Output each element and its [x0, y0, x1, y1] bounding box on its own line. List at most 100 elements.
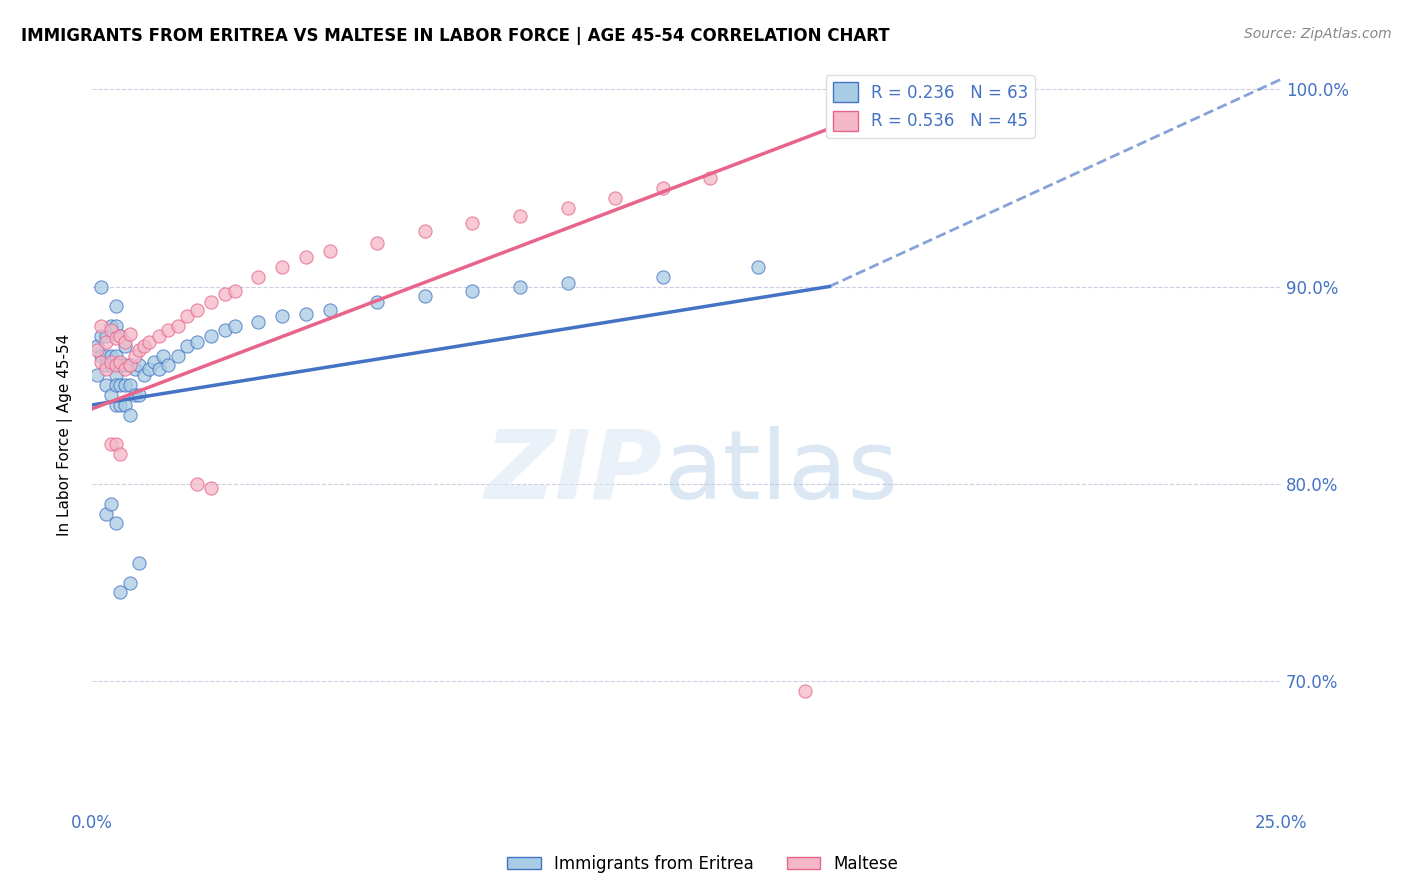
Point	[104, 398, 127, 412]
Point	[200, 295, 222, 310]
Point	[100, 318, 122, 333]
Point	[603, 191, 626, 205]
Legend: R = 0.236   N = 63, R = 0.536   N = 45: R = 0.236 N = 63, R = 0.536 N = 45	[825, 76, 1035, 137]
Point	[86, 339, 108, 353]
Point	[319, 303, 342, 318]
Point	[214, 323, 236, 337]
Point	[100, 388, 122, 402]
Point	[86, 368, 108, 383]
Point	[114, 339, 136, 353]
Point	[128, 359, 150, 373]
Point	[200, 481, 222, 495]
Point	[295, 250, 318, 264]
Point	[104, 378, 127, 392]
Point	[100, 354, 122, 368]
Point	[118, 575, 141, 590]
Point	[114, 362, 136, 376]
Point	[118, 359, 141, 373]
Point	[247, 269, 270, 284]
Point	[319, 244, 342, 258]
Point	[114, 359, 136, 373]
Point	[366, 295, 388, 310]
Point	[138, 362, 160, 376]
Point	[100, 497, 122, 511]
Point	[295, 307, 318, 321]
Point	[413, 289, 436, 303]
Point	[651, 269, 673, 284]
Point	[118, 359, 141, 373]
Legend: Immigrants from Eritrea, Maltese: Immigrants from Eritrea, Maltese	[501, 848, 905, 880]
Point	[110, 447, 132, 461]
Point	[110, 398, 132, 412]
Point	[104, 299, 127, 313]
Y-axis label: In Labor Force | Age 45-54: In Labor Force | Age 45-54	[58, 334, 73, 536]
Point	[134, 368, 156, 383]
Point	[100, 323, 122, 337]
Point	[118, 378, 141, 392]
Point	[557, 201, 579, 215]
Text: ZIP: ZIP	[485, 425, 662, 518]
Point	[124, 349, 146, 363]
Point	[166, 349, 188, 363]
Point	[142, 354, 165, 368]
Point	[100, 349, 122, 363]
Point	[128, 388, 150, 402]
Point	[148, 362, 170, 376]
Point	[509, 279, 531, 293]
Point	[366, 236, 388, 251]
Point	[110, 354, 132, 368]
Point	[214, 287, 236, 301]
Point	[114, 334, 136, 349]
Point	[104, 359, 127, 373]
Point	[90, 354, 112, 368]
Point	[794, 684, 817, 698]
Point	[271, 260, 294, 274]
Point	[96, 362, 118, 376]
Point	[90, 349, 112, 363]
Point	[509, 209, 531, 223]
Point	[747, 260, 769, 274]
Point	[110, 329, 132, 343]
Point	[90, 329, 112, 343]
Point	[90, 279, 112, 293]
Point	[96, 329, 118, 343]
Point	[114, 398, 136, 412]
Point	[104, 331, 127, 345]
Point	[176, 309, 198, 323]
Point	[110, 585, 132, 599]
Point	[114, 378, 136, 392]
Point	[104, 349, 127, 363]
Point	[124, 362, 146, 376]
Point	[128, 556, 150, 570]
Point	[138, 334, 160, 349]
Point	[271, 309, 294, 323]
Point	[96, 334, 118, 349]
Point	[166, 318, 188, 333]
Point	[104, 318, 127, 333]
Point	[118, 326, 141, 341]
Point	[96, 359, 118, 373]
Point	[224, 318, 246, 333]
Point	[176, 339, 198, 353]
Point	[104, 368, 127, 383]
Point	[200, 329, 222, 343]
Point	[557, 276, 579, 290]
Point	[157, 323, 180, 337]
Point	[96, 349, 118, 363]
Point	[461, 216, 484, 230]
Point	[157, 359, 180, 373]
Point	[651, 181, 673, 195]
Text: Source: ZipAtlas.com: Source: ZipAtlas.com	[1244, 27, 1392, 41]
Point	[148, 329, 170, 343]
Point	[110, 359, 132, 373]
Point	[699, 171, 721, 186]
Point	[86, 343, 108, 357]
Point	[90, 318, 112, 333]
Point	[224, 284, 246, 298]
Point	[186, 334, 208, 349]
Point	[104, 516, 127, 531]
Text: atlas: atlas	[662, 425, 898, 518]
Point	[110, 329, 132, 343]
Point	[96, 378, 118, 392]
Point	[104, 437, 127, 451]
